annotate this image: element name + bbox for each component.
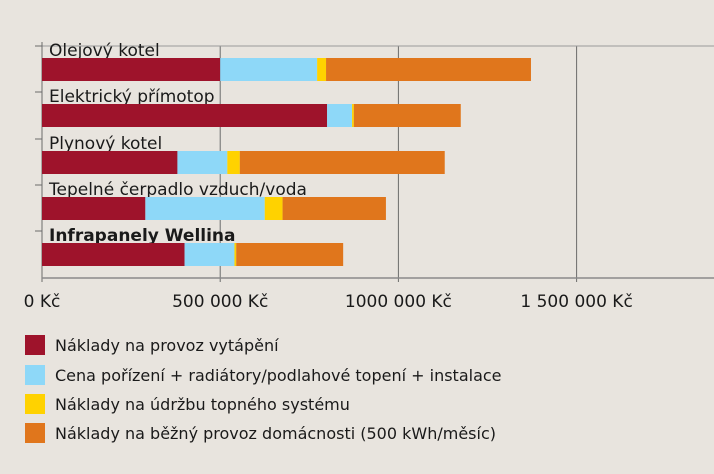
category-label: Elektrický přímotop — [49, 87, 215, 107]
legend-label: Náklady na provoz vytápění — [55, 336, 279, 355]
x-tick-label: 0 Kč — [24, 292, 61, 312]
bar-segment — [234, 243, 237, 266]
bar-segment — [220, 58, 318, 81]
bar-segment — [317, 58, 327, 81]
category-label: Infrapanely Wellina — [49, 226, 236, 246]
legend-label: Náklady na běžný provoz domácnosti (500 … — [55, 424, 496, 443]
category-label: Tepelné čerpadlo vzduch/voda — [48, 180, 307, 200]
legend-swatch — [25, 394, 45, 414]
category-label: Olejový kotel — [49, 41, 160, 61]
bar-segment — [177, 151, 228, 174]
bar-segment — [282, 197, 386, 220]
bar-segment — [353, 104, 461, 127]
bar-segment — [145, 197, 265, 220]
bar-segment — [42, 151, 178, 174]
legend-swatch — [25, 335, 45, 355]
bar-segment — [184, 243, 235, 266]
bar-segment — [227, 151, 240, 174]
bar-segment — [42, 104, 328, 127]
bar-segment — [239, 151, 445, 174]
bar-segment — [236, 243, 344, 266]
legend-swatch — [25, 423, 45, 443]
category-label: Plynový kotel — [49, 134, 162, 154]
legend-label: Náklady na údržbu topného systému — [55, 395, 350, 414]
bar-segment — [264, 197, 283, 220]
x-tick-label: 1000 000 Kč — [345, 292, 452, 312]
bar-segment — [42, 243, 185, 266]
legend-label: Cena pořízení + radiátory/podlahové tope… — [55, 366, 502, 385]
bar-segment — [327, 104, 353, 127]
bar-segment — [352, 104, 354, 127]
x-tick-label: 1 500 000 Kč — [520, 292, 632, 312]
bar-segment — [42, 58, 221, 81]
x-tick-label: 500 000 Kč — [172, 292, 268, 312]
legend-swatch — [25, 365, 45, 385]
bar-segment — [42, 197, 146, 220]
bar-segment — [326, 58, 531, 81]
